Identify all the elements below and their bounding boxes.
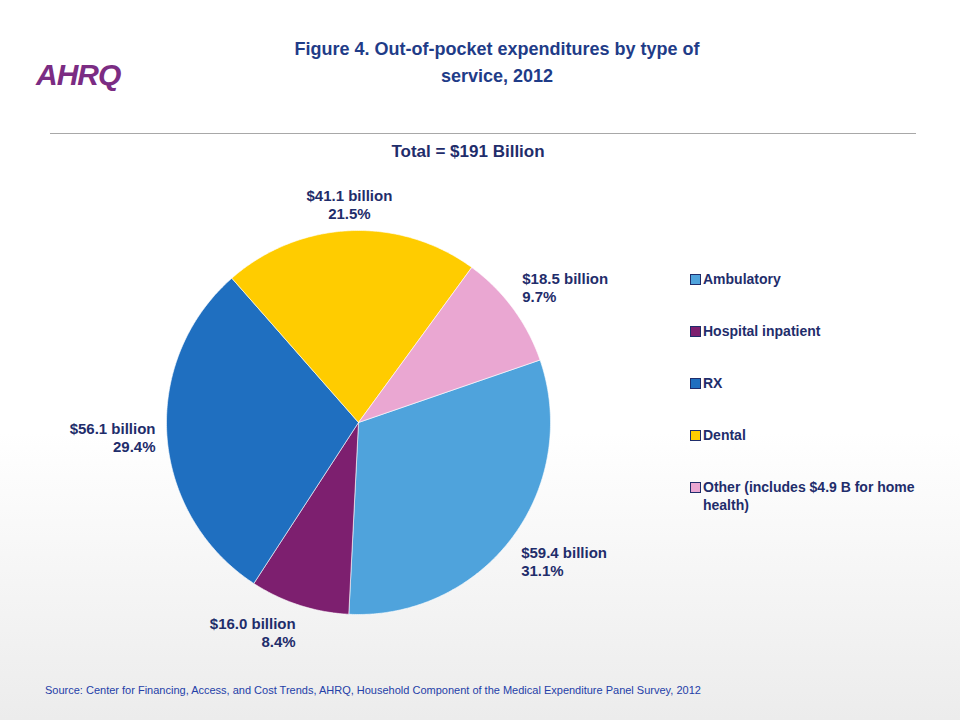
html-text:Dental: Dental — [703, 427, 746, 443]
svg-text:$16.0 billion8.4%: $16.0 billion8.4% — [210, 615, 296, 650]
svg-text:$41.1 billion21.5%: $41.1 billion21.5% — [306, 187, 392, 222]
svg-text:$56.1 billion29.4%: $56.1 billion29.4% — [70, 420, 156, 455]
html-text:Total = $191 Billion: Total = $191 Billion — [391, 142, 545, 161]
html-text:Source: Center for Financing,: Source: Center for Financing, Access, an… — [45, 684, 701, 696]
html-text:Hospital inpatient: Hospital inpatient — [703, 323, 821, 339]
html-text:Figure 4. Out-of-pocket expend: Figure 4. Out-of-pocket expenditures by … — [294, 39, 700, 86]
svg-text:$59.4 billion31.1%: $59.4 billion31.1% — [521, 544, 607, 579]
html-text:Other (includes $4.9 B for hom: Other (includes $4.9 B for home health) — [703, 479, 915, 513]
html-text:AHRQ: AHRQ — [36, 58, 121, 91]
svg-text:$18.5 billion9.7%: $18.5 billion9.7% — [522, 270, 608, 305]
html-text:RX: RX — [703, 375, 723, 391]
html-text:Ambulatory: Ambulatory — [703, 271, 781, 287]
